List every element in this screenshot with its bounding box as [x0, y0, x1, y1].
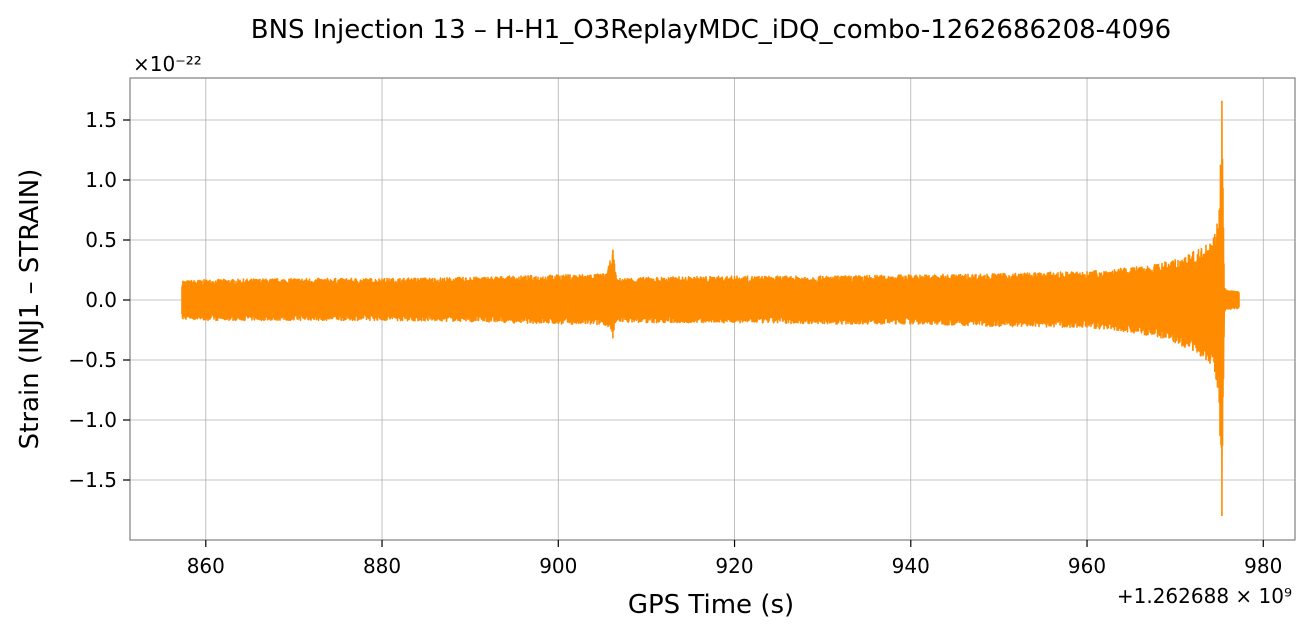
x-offset-label: +1.262688 × 10⁹ [1117, 584, 1292, 608]
y-tick-label: −1.0 [68, 408, 117, 432]
x-tick-label: 900 [539, 554, 577, 578]
x-tick-label: 960 [1068, 554, 1106, 578]
tick-layer: 860 880 900 920 940 960 980 1.5 1.0 0.5 0.0 −0.5 −1.… [68, 108, 1282, 578]
series-layer [181, 100, 1240, 516]
y-tick-label: 1.5 [85, 108, 117, 132]
x-tick-label: 980 [1244, 554, 1282, 578]
plot-frame [129, 77, 1296, 541]
x-tick-label: 920 [715, 554, 753, 578]
y-tick-label: 1.0 [85, 168, 117, 192]
y-tick-label: −1.5 [68, 468, 117, 492]
x-tick-label: 860 [187, 554, 225, 578]
chart-title: BNS Injection 13 – H-H1_O3ReplayMDC_iDQ_… [251, 15, 1171, 45]
y-tick-label: 0.0 [85, 288, 117, 312]
x-tick-label: 880 [363, 554, 401, 578]
y-scale-label: ×10⁻²² [133, 52, 202, 76]
x-tick-label: 940 [892, 554, 930, 578]
strain-series-line [181, 100, 1240, 516]
y-axis-label: Strain (INJ1 – STRAIN) [15, 169, 45, 450]
x-axis-label: GPS Time (s) [628, 590, 794, 620]
y-tick-label: 0.5 [85, 228, 117, 252]
y-tick-label: −0.5 [68, 348, 117, 372]
